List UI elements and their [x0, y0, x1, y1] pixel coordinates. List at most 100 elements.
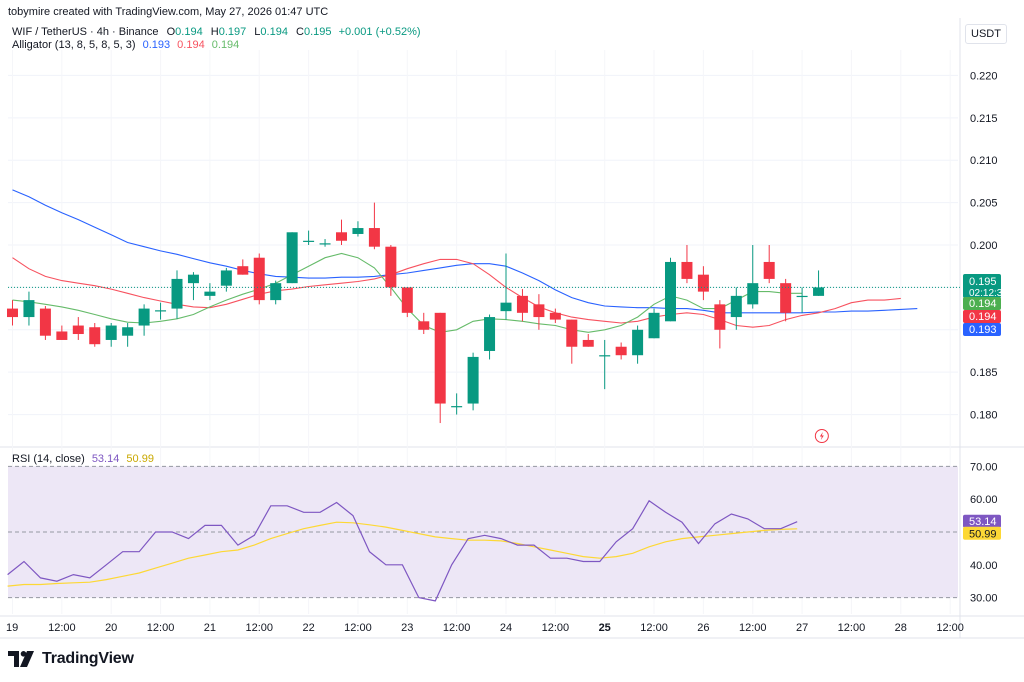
candle-body	[599, 355, 611, 357]
candle-body	[549, 312, 561, 320]
time-tick-label: 12:00	[147, 622, 175, 634]
candle-body	[796, 295, 808, 298]
close-value: 0.195	[303, 26, 332, 38]
high-value: 0.197	[218, 26, 247, 38]
rsi-ma-badge	[963, 526, 1001, 540]
time-tick-label: 27	[796, 622, 808, 634]
alligator-jaw-value: 0.193	[142, 39, 171, 51]
candle-body	[56, 331, 68, 340]
candle-body	[681, 261, 693, 279]
candle-body	[714, 304, 726, 330]
candle-body	[155, 310, 167, 312]
candle-body	[763, 261, 775, 279]
candle-body	[138, 308, 150, 326]
candle-body	[484, 317, 496, 351]
jaw-price-badge	[963, 323, 1001, 336]
candle-body	[187, 274, 199, 284]
tradingview-logo: TradingView	[8, 650, 134, 668]
alligator-legend[interactable]: Alligator (13, 8, 5, 8, 5, 3) 0.193 0.19…	[12, 39, 239, 51]
time-tick-label: 22	[302, 622, 314, 634]
rsi-ma-badge-text: 50.99	[969, 528, 997, 540]
price-tick-label: 0.180	[970, 410, 998, 422]
time-tick-label: 12:00	[936, 622, 964, 634]
price-tick-label: 0.215	[970, 113, 998, 125]
high-label: H	[210, 26, 219, 38]
rsi-tick-label: 40.00	[970, 560, 998, 572]
candle-body	[237, 266, 249, 275]
rsi-value: 53.14	[91, 453, 120, 465]
alligator-teeth-value: 0.194	[177, 39, 205, 51]
candle-body	[697, 274, 709, 292]
open-value: 0.194	[175, 26, 203, 38]
candle-body	[303, 240, 315, 242]
alligator-teeth-line	[12, 257, 901, 328]
candle-body	[105, 325, 117, 340]
time-tick-label: 25	[599, 622, 611, 634]
alligator-jaw-line	[12, 189, 918, 314]
candle-body	[336, 232, 347, 241]
rsi-ma-value: 50.99	[126, 453, 154, 465]
candle-body	[467, 356, 479, 404]
candle-body	[615, 346, 627, 356]
low-value: 0.194	[260, 26, 288, 38]
time-tick-label: 20	[105, 622, 117, 634]
time-tick-label: 12:00	[739, 622, 767, 634]
candle-body	[385, 246, 397, 288]
candle-body	[204, 291, 216, 296]
time-tick-label: 12:00	[542, 622, 570, 634]
price-change: +0.001 (+0.52%)	[338, 26, 421, 38]
candle-body	[89, 327, 101, 345]
rsi-label: RSI (14, close)	[12, 453, 85, 465]
time-tick-label: 21	[204, 622, 216, 634]
price-tick-label: 0.205	[970, 198, 998, 210]
time-tick-label: 12:00	[838, 622, 866, 634]
close-label: C	[296, 26, 304, 38]
last-price-countdown: 02:12:39	[969, 288, 1008, 299]
time-tick-label: 12:00	[443, 622, 471, 634]
rsi-tick-label: 60.00	[970, 494, 998, 506]
time-tick-label: 28	[895, 622, 907, 634]
candle-body	[286, 232, 298, 284]
candle-body	[72, 325, 84, 335]
candle-body	[730, 295, 742, 318]
symbol-legend: WIF / TetherUS · 4h · Binance O0.194 H0.…	[12, 26, 421, 38]
candle-body	[648, 312, 660, 339]
time-tick-label: 12:00	[245, 622, 273, 634]
symbol-title: WIF / TetherUS · 4h · Binance	[12, 26, 159, 38]
price-tick-label: 0.220	[970, 70, 998, 82]
candle-body	[368, 228, 380, 247]
author-credit: tobymire created with TradingView.com, M…	[8, 6, 329, 18]
last-price-badge-value: 0.195	[969, 276, 997, 288]
open-label: O	[166, 26, 176, 38]
rsi-legend[interactable]: RSI (14, close) 53.14 50.99	[12, 453, 154, 465]
low-label: L	[254, 26, 261, 38]
candle-body	[253, 257, 265, 301]
time-tick-label: 23	[401, 622, 413, 634]
time-tick-label: 24	[500, 622, 512, 634]
rsi-value-badge	[963, 514, 1001, 528]
last-price-badge	[963, 274, 1001, 298]
candle-body	[23, 300, 35, 318]
candle-body	[319, 243, 331, 245]
candle-body	[665, 261, 676, 322]
candle-body	[270, 283, 282, 301]
time-tick-label: 12:00	[48, 622, 76, 634]
price-tick-label: 0.185	[970, 367, 998, 379]
candle-body	[632, 329, 644, 356]
currency-selector[interactable]: USDT	[965, 24, 1007, 44]
rsi-tick-label: 70.00	[970, 461, 998, 473]
candle-body	[533, 304, 545, 318]
candle-body	[352, 228, 364, 234]
price-tick-label: 0.210	[970, 155, 998, 167]
candle-body	[451, 406, 463, 408]
candle-body	[418, 321, 430, 330]
rsi-value-badge-text: 53.14	[969, 516, 997, 528]
candle-body	[780, 283, 792, 313]
time-tick-label: 12:00	[344, 622, 372, 634]
candle-body	[434, 312, 446, 404]
candle-body	[7, 308, 18, 318]
candle-body	[747, 283, 759, 305]
candle-body	[500, 302, 512, 312]
jaw-price-value: 0.193	[969, 324, 997, 336]
